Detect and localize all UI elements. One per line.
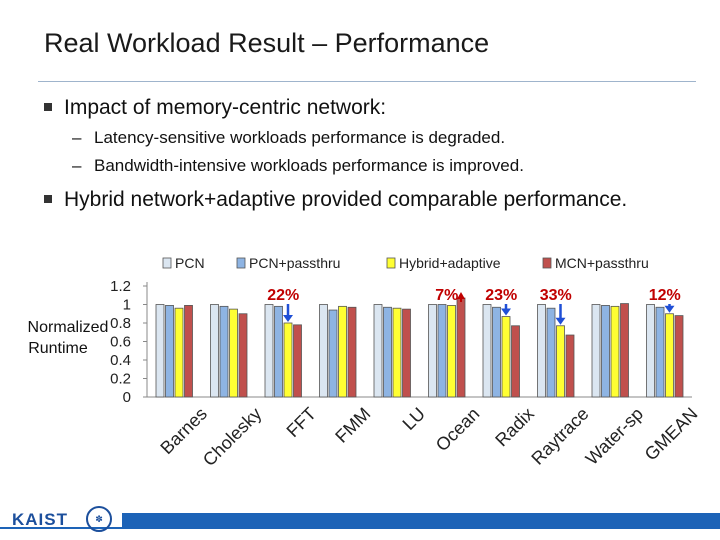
bar-hybrid-adaptive	[556, 325, 565, 398]
bar-mcn-passthru	[511, 325, 520, 398]
bar-pcn	[210, 304, 219, 398]
bar-mcn-passthru	[456, 297, 466, 398]
y-tick-label: 0.2	[110, 371, 131, 388]
annotation-label: 33%	[540, 287, 572, 304]
bar-mcn-passthru	[238, 313, 248, 398]
annotation-label: 7%	[435, 287, 458, 304]
bar-mcn-passthru	[402, 308, 411, 398]
bar-pcn-passthru	[219, 305, 229, 398]
bar-pcn	[264, 304, 274, 398]
sub-bullet-1-text: Latency-sensitive workloads performance …	[94, 128, 506, 147]
bar-pcn-passthru	[165, 305, 174, 398]
bar-pcn	[646, 304, 655, 398]
bar-pcn	[373, 304, 383, 398]
bar-pcn-passthru	[437, 304, 447, 398]
footer-line	[0, 527, 720, 529]
legend-label: Hybrid+adaptive	[399, 255, 501, 271]
bar-hybrid-adaptive	[610, 305, 620, 398]
bar-pcn	[155, 304, 165, 398]
x-category-label: Radix	[491, 404, 538, 451]
bar-pcn	[591, 304, 601, 398]
bar-pcn-passthru	[274, 305, 283, 398]
arrow-head-icon	[501, 308, 511, 316]
bullet-1-text: Impact of memory-centric network:	[64, 96, 387, 119]
x-category-label: FMM	[331, 404, 374, 447]
legend-label: PCN+passthru	[249, 255, 340, 271]
sub-bullet-1: – Latency-sensitive workloads performance…	[72, 128, 505, 148]
x-category-label: Barnes	[156, 404, 210, 458]
y-tick-label: 0.4	[110, 352, 131, 369]
annotation-label: 12%	[649, 287, 681, 304]
legend-label: MCN+passthru	[555, 255, 649, 271]
y-axis-label-line-1: Normalized	[28, 319, 109, 336]
annotation-label: 22%	[267, 287, 299, 304]
x-category-label: FFT	[283, 404, 320, 441]
x-category-label: LU	[399, 404, 429, 434]
bar-mcn-passthru	[293, 324, 302, 398]
bar-hybrid-adaptive	[665, 313, 674, 398]
legend-label: PCN	[175, 255, 205, 271]
legend-swatch	[542, 257, 552, 269]
bullet-1: Impact of memory-centric network:	[44, 96, 386, 120]
x-category-label: Raytrace	[527, 404, 592, 469]
bar-pcn-passthru	[655, 306, 665, 398]
bar-pcn	[482, 304, 492, 398]
slide-title: Real Workload Result – Performance	[44, 28, 490, 58]
y-tick-label: 1	[123, 297, 131, 314]
legend-swatch	[236, 257, 246, 269]
bar-hybrid-adaptive	[283, 322, 293, 398]
arrow-head-icon	[457, 292, 465, 300]
y-tick-label: 0.8	[110, 315, 131, 332]
x-category-label: GMEAN	[641, 404, 702, 465]
legend-swatch	[162, 257, 172, 269]
bar-mcn-passthru	[620, 303, 629, 398]
arrow-head-icon	[283, 315, 293, 322]
bar-mcn-passthru	[674, 315, 684, 398]
y-tick-label: 1.2	[110, 278, 131, 295]
bar-pcn-passthru	[546, 307, 556, 398]
y-tick-label: 0	[123, 389, 131, 406]
bar-hybrid-adaptive	[338, 305, 347, 398]
kaist-logo: KAIST	[12, 510, 68, 529]
sub-bullet-2: – Bandwidth-intensive workloads performan…	[72, 156, 524, 176]
bar-hybrid-adaptive	[392, 307, 402, 398]
x-category-label: Cholesky	[199, 404, 265, 470]
bullet-2: Hybrid network+adaptive provided compara…	[44, 188, 627, 212]
bar-mcn-passthru	[347, 306, 357, 398]
bar-pcn-passthru	[492, 306, 501, 398]
bar-pcn-passthru	[383, 306, 392, 398]
square-bullet-icon	[44, 103, 52, 111]
bar-pcn-passthru	[328, 309, 338, 398]
dash-icon: –	[72, 128, 82, 147]
bullet-2-text: Hybrid network+adaptive provided compara…	[64, 188, 628, 211]
legend-swatch	[386, 257, 396, 269]
bar-pcn	[537, 304, 546, 398]
title-divider	[38, 81, 696, 82]
arrow-head-icon	[664, 305, 675, 313]
bar-hybrid-adaptive	[447, 305, 456, 398]
square-bullet-icon	[44, 195, 52, 203]
x-category-label: Water-sp	[582, 404, 647, 469]
bar-hybrid-adaptive	[174, 307, 184, 398]
bar-pcn	[428, 304, 437, 398]
bar-mcn-passthru	[565, 334, 575, 398]
annotation-label: 23%	[485, 287, 517, 304]
bar-pcn	[319, 304, 328, 398]
footer-bar	[122, 513, 720, 527]
sub-bullet-2-text: Bandwidth-intensive workloads performanc…	[94, 156, 524, 175]
y-axis-label-line-2: Runtime	[28, 340, 88, 357]
bar-mcn-passthru	[184, 305, 193, 398]
bar-pcn-passthru	[601, 305, 610, 398]
bar-hybrid-adaptive	[229, 308, 238, 398]
bar-hybrid-adaptive	[501, 316, 511, 398]
university-seal-icon: ✽	[86, 506, 112, 532]
dash-icon: –	[72, 156, 82, 175]
y-tick-label: 0.6	[110, 334, 131, 351]
arrow-head-icon	[555, 317, 566, 325]
x-category-label: Ocean	[432, 404, 484, 456]
